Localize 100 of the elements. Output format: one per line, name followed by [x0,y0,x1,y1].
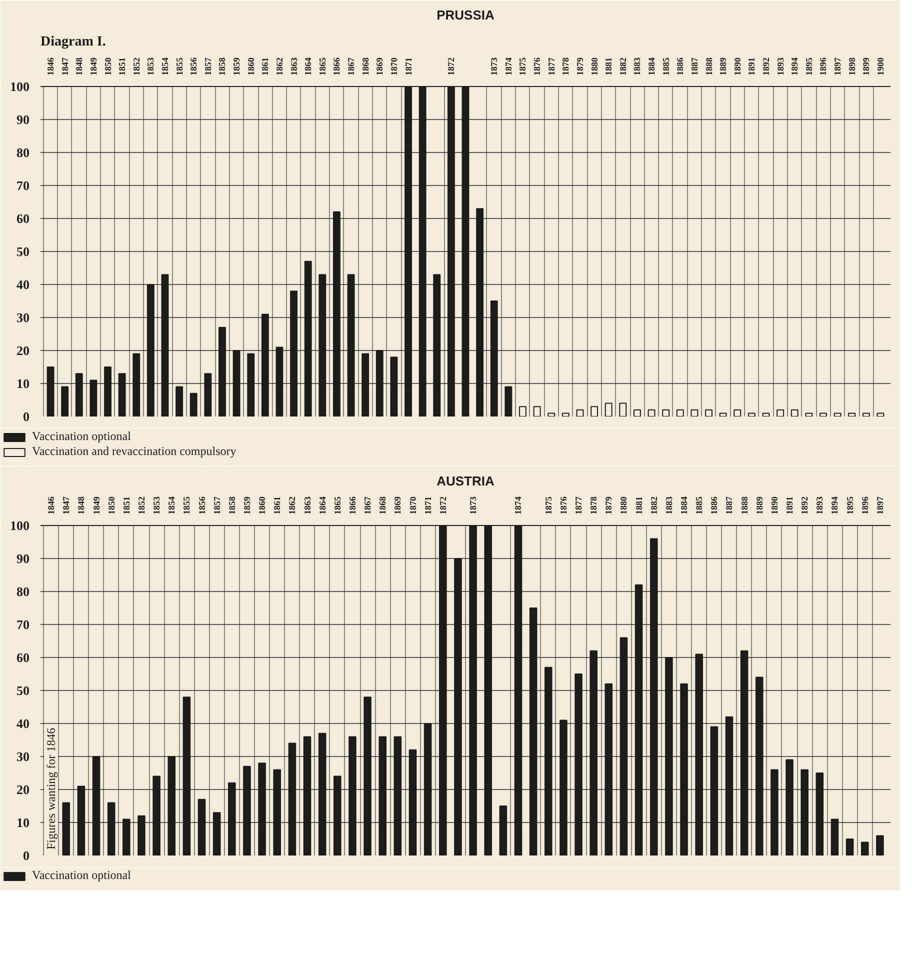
y-tick-label: 100 [10,518,30,533]
x-tick-label: 1876 [558,496,568,514]
x-tick-label: 1848 [74,57,84,76]
bar [846,838,854,856]
x-tick-label: 1894 [790,57,800,76]
y-tick-label: 10 [16,376,30,391]
y-tick-label: 20 [16,782,30,797]
x-tick-label: 1851 [121,496,132,514]
bar [876,835,884,856]
y-tick-label: 10 [16,815,30,830]
chart-title: AUSTRIA [436,474,495,488]
x-tick-label: 1861 [272,496,282,514]
y-tick-label: 80 [16,145,30,160]
x-tick-label: 1849 [88,57,98,76]
x-tick-label: 1870 [388,57,399,76]
x-tick-label: 1883 [632,57,642,76]
x-tick-label: 1888 [704,57,714,76]
x-tick-label: 1891 [784,496,795,514]
x-tick-label: 1863 [288,57,299,76]
x-tick-label: 1855 [174,57,184,76]
x-tick-label: 1847 [61,496,72,514]
x-tick-label: 1867 [346,57,356,76]
x-tick-label: 1878 [560,57,571,76]
x-tick-label: 1862 [287,496,298,514]
bar [176,386,184,416]
y-tick-label: 40 [16,716,30,731]
x-tick-label: 1859 [232,57,242,76]
x-tick-label: 1860 [246,57,256,76]
bar [61,386,69,416]
x-tick-label: 1868 [360,57,370,76]
x-tick-label: 1865 [317,57,328,76]
x-tick-label: 1875 [518,57,528,76]
x-tick-label: 1846 [46,496,56,514]
x-tick-label: 1889 [754,496,764,514]
legend-label: Vaccination optional [32,429,131,444]
x-tick-label: 1892 [761,57,772,76]
bar [504,386,512,416]
x-tick-label: 1897 [832,57,843,76]
text: Diagram I. [40,34,106,50]
x-tick-label: 1900 [875,57,886,76]
x-tick-label: 1893 [814,496,825,514]
chart-title: PRUSSIA [436,8,496,22]
x-tick-label: 1876 [532,57,542,76]
x-tick-label: 1866 [347,496,358,514]
x-tick-label: 1886 [709,496,720,514]
x-tick-label: 1879 [604,496,614,514]
x-tick-label: 1890 [732,57,742,76]
x-tick-label: 1872 [446,57,456,76]
y-tick-label: 0 [23,848,30,863]
x-tick-label: 1869 [374,57,385,76]
x-tick-label: 1854 [160,57,170,76]
annotation: Figures wanting for 1846 [44,728,58,850]
x-tick-label: 1886 [675,57,686,76]
x-tick-label: 1884 [646,57,657,76]
x-tick-label: 1864 [303,57,314,76]
x-tick-label: 1859 [242,496,252,514]
x-tick-label: 1891 [746,57,757,76]
x-tick-label: 1885 [660,57,671,76]
y-tick-label: 60 [16,650,30,665]
x-tick-label: 1870 [408,496,418,514]
x-tick-label: 1878 [588,496,599,514]
x-tick-label: 1895 [804,57,814,76]
x-tick-label: 1892 [800,496,810,514]
y-tick-label: 30 [16,749,30,764]
x-tick-label: 1855 [182,496,192,514]
x-tick-label: 1868 [378,496,388,514]
x-tick-label: 1867 [362,496,373,514]
x-tick-label: 1882 [648,496,659,514]
x-tick-label: 1853 [152,496,162,514]
x-tick-label: 1856 [196,496,207,514]
x-tick-label: 1896 [818,57,828,76]
x-tick-label: 1874 [513,496,524,514]
x-tick-label: 1893 [775,57,786,76]
x-tick-label: 1895 [844,496,855,514]
x-tick-label: 1880 [618,496,629,514]
y-tick-label: 50 [16,683,30,698]
y-tick-label: 90 [16,551,30,566]
bar [860,842,869,856]
x-tick-label: 1863 [302,496,312,514]
x-tick-label: 1896 [860,496,870,514]
x-tick-label: 1860 [257,496,268,514]
x-tick-label: 1887 [724,496,734,514]
y-tick-label: 60 [16,211,30,226]
legend-label: Vaccination and revaccination compulsory [32,444,236,459]
x-tick-label: 1849 [91,496,102,514]
x-tick-label: 1857 [202,57,213,76]
y-tick-label: 90 [16,112,30,127]
x-tick-label: 1850 [106,496,116,514]
x-tick-label: 1880 [589,57,600,76]
x-tick-label: 1885 [694,496,704,514]
x-tick-label: 1865 [332,496,342,514]
y-tick-label: 50 [16,244,30,259]
x-tick-label: 1871 [422,496,433,514]
x-tick-label: 1852 [131,57,142,76]
x-tick-label: 1898 [846,57,857,76]
x-tick-label: 1856 [188,57,199,76]
x-tick-label: 1869 [392,496,403,514]
x-tick-label: 1858 [226,496,237,514]
x-tick-label: 1875 [543,496,554,514]
legend-label: Vaccination optional [32,868,131,883]
